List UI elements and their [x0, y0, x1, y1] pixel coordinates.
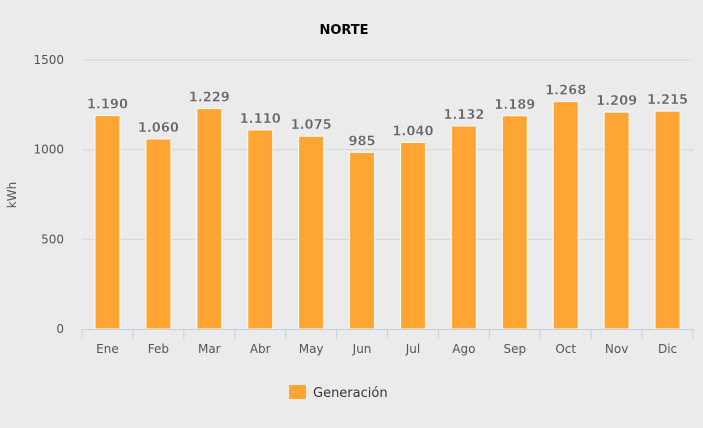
data-label: 1.209: [596, 94, 637, 109]
x-tick-label: Oct: [555, 342, 576, 356]
x-tick-label: May: [299, 342, 324, 356]
bar: [349, 151, 376, 330]
x-tick-label: Jun: [352, 342, 372, 356]
bar: [145, 138, 172, 330]
data-label: 1.189: [494, 98, 535, 113]
data-label: 1.132: [443, 108, 484, 123]
bar: [654, 110, 681, 330]
y-tick-label: 500: [41, 232, 64, 246]
x-tick-label: Nov: [605, 342, 628, 356]
x-tick-label: Dic: [658, 342, 677, 356]
x-tick-label: Mar: [198, 342, 221, 356]
data-label: 1.110: [240, 112, 281, 127]
x-tick-label: Ene: [96, 342, 119, 356]
y-tick-label: 0: [56, 322, 64, 336]
data-label: 1.040: [392, 124, 433, 139]
x-tick-label: Ago: [452, 342, 475, 356]
bar: [247, 129, 274, 330]
bar: [501, 115, 528, 330]
data-label: 1.060: [138, 121, 179, 136]
x-tick-label: Abr: [250, 342, 271, 356]
legend[interactable]: Generación: [289, 385, 388, 401]
x-tick-label: Sep: [503, 342, 526, 356]
bar: [94, 115, 121, 330]
legend-swatch: [289, 385, 306, 399]
data-label: 1.075: [291, 118, 332, 133]
data-label: 985: [348, 134, 375, 149]
chart-title: NORTE: [319, 23, 368, 38]
bar: [450, 125, 477, 330]
bar: [196, 108, 223, 330]
bar: [552, 101, 579, 330]
bar: [399, 141, 426, 330]
data-label: 1.268: [545, 84, 586, 99]
data-label: 1.190: [87, 98, 128, 113]
data-label: 1.229: [189, 91, 230, 106]
data-label: 1.215: [647, 93, 688, 108]
y-axis-label: kWh: [5, 182, 19, 208]
x-tick-label: Jul: [405, 342, 420, 356]
bar: [603, 111, 630, 330]
y-tick-label: 1000: [33, 143, 64, 157]
bar: [298, 135, 325, 330]
legend-label: Generación: [313, 386, 388, 401]
y-tick-label: 1500: [33, 53, 64, 67]
x-tick-label: Feb: [148, 342, 169, 356]
